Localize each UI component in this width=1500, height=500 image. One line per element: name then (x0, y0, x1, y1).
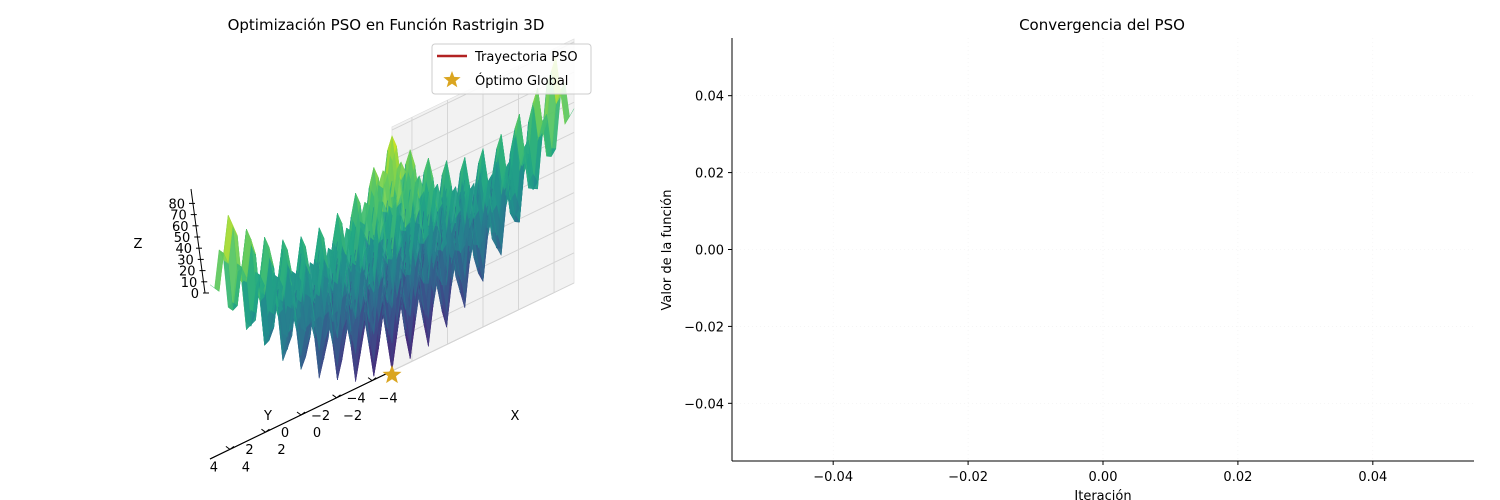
surface-z-tick-label: 10 (181, 276, 198, 291)
surface-x-tick-label: −2 (343, 409, 362, 424)
convergence-y-ticks: 0.04 0.02 0.00 −0.02 −0.04 (684, 90, 732, 412)
convergence-grid (732, 38, 1474, 461)
convergence-chart-title: Convergencia del PSO (1019, 16, 1185, 34)
convergence-x-tick-label: 0.04 (1358, 470, 1387, 485)
convergence-x-tick-label: 0.00 (1089, 470, 1118, 485)
surface-z-tick-label: 80 (168, 197, 185, 212)
surface-z-tick-label: 0 (191, 287, 199, 302)
surface-x-tick-label: 0 (313, 426, 321, 441)
surface-y-tick-label: 4 (210, 460, 218, 475)
surface-y-tick-label: 0 (281, 426, 289, 441)
surface-x-tick-label: 4 (242, 460, 250, 475)
surface-y-tick-label: −2 (311, 409, 330, 424)
surface-mesh (209, 56, 575, 382)
surface-z-tick-label: 70 (170, 209, 187, 224)
surface-x-tick (371, 377, 377, 382)
surface-y-tick-label: −4 (347, 392, 366, 407)
surface-y-tick-label: 2 (245, 443, 253, 458)
legend-star-swatch (443, 71, 461, 88)
surface-x-label: X (511, 409, 520, 424)
convergence-y-tick-label: 0.02 (695, 167, 724, 182)
surface-z-tick-label: 50 (174, 231, 191, 246)
surface-x-tick-label: 2 (277, 443, 285, 458)
surface-patch (209, 284, 220, 292)
legend-entry-optimo: Óptimo Global (475, 73, 568, 89)
convergence-x-label: Iteración (1074, 489, 1131, 500)
surface-z-tick-label: 20 (179, 265, 196, 280)
surface-x-tick (265, 428, 270, 433)
surface-y-tick (296, 411, 302, 416)
surface-z-label: Z (134, 237, 143, 252)
convergence-y-tick-label: 0.00 (695, 244, 724, 259)
surface-x-tick-label: −4 (379, 392, 398, 407)
convergence-x-ticks: −0.04 −0.02 0.00 0.02 0.04 (813, 461, 1387, 485)
legend[interactable]: Trayectoria PSO Óptimo Global (431, 43, 592, 95)
legend-entry-trayectoria: Trayectoria PSO (474, 50, 578, 65)
surface-chart: Optimización PSO en Función Rastrigin 3D… (134, 16, 592, 475)
surface-y-tick (261, 428, 266, 433)
surface-z-tick-label: 60 (172, 220, 189, 235)
surface-y-tick (367, 377, 373, 382)
convergence-x-tick-label: −0.04 (813, 470, 853, 485)
surface-chart-title: Optimización PSO en Función Rastrigin 3D (228, 16, 545, 34)
grid-line (391, 101, 575, 191)
grid-line (391, 282, 575, 372)
convergence-y-label: Valor de la función (660, 190, 675, 311)
surface-y-tick (332, 394, 337, 399)
convergence-y-tick-label: −0.02 (684, 320, 724, 335)
legend-frame (431, 43, 592, 95)
surface-z-tick-label: 40 (175, 242, 192, 257)
surface-y-label: Y (263, 409, 272, 424)
surface-x-tick (300, 411, 306, 416)
grid-line (391, 252, 575, 342)
convergence-x-tick-label: −0.02 (948, 470, 988, 485)
convergence-x-tick-label: 0.02 (1223, 470, 1252, 485)
convergence-chart: Convergencia del PSO −0.04 −0.02 0.00 0.02 0… (660, 16, 1474, 500)
global-optimum-star (382, 365, 402, 384)
surface-z-axis (190, 188, 206, 294)
surface-x-tick (336, 394, 341, 399)
surface-y-tick (225, 445, 231, 450)
surface-x-tick (229, 445, 235, 450)
surface-patch (214, 249, 224, 292)
surface-z-tick-label: 30 (177, 253, 194, 268)
convergence-y-tick-label: 0.04 (695, 90, 724, 105)
convergence-y-tick-label: −0.04 (684, 397, 724, 412)
